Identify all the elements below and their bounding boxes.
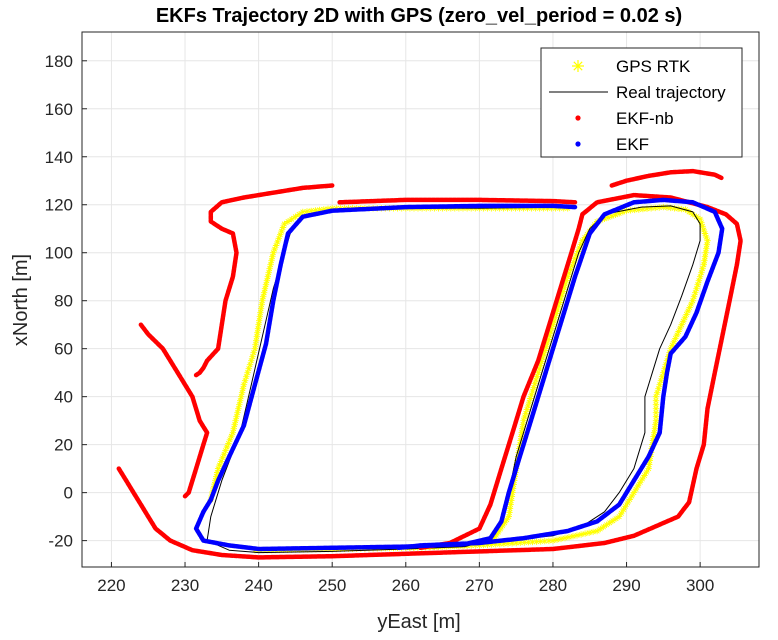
y-tick-label: 40 bbox=[54, 388, 73, 407]
x-tick-label: 300 bbox=[686, 576, 714, 595]
legend-label: Real trajectory bbox=[616, 83, 726, 102]
legend-item: EKF bbox=[575, 135, 649, 154]
plot-frame bbox=[81, 31, 760, 568]
x-tick-label: 230 bbox=[171, 576, 199, 595]
y-tick-label: 100 bbox=[45, 244, 73, 263]
y-tick-label: 160 bbox=[45, 100, 73, 119]
y-tick-label: 120 bbox=[45, 196, 73, 215]
legend-item: Real trajectory bbox=[549, 83, 726, 102]
x-tick-label: 290 bbox=[612, 576, 640, 595]
x-tick-label: 220 bbox=[97, 576, 125, 595]
y-tick-label: 140 bbox=[45, 148, 73, 167]
x-axis-label: yEast [m] bbox=[377, 611, 460, 633]
x-tick-label: 280 bbox=[539, 576, 567, 595]
legend-label: GPS RTK bbox=[616, 57, 691, 76]
y-axis-label: xNorth [m] bbox=[10, 254, 32, 346]
legend: GPS RTK Real trajectory EKF-nb EKF bbox=[540, 47, 743, 158]
legend-swatch bbox=[575, 141, 581, 147]
x-tick-label: 240 bbox=[244, 576, 272, 595]
y-tick-label: -20 bbox=[48, 532, 73, 551]
x-tick-label: 260 bbox=[392, 576, 420, 595]
data-layer bbox=[116, 168, 743, 560]
series-dots bbox=[609, 168, 725, 188]
legend-item: EKF-nb bbox=[575, 109, 674, 128]
y-tick-label: 20 bbox=[54, 436, 73, 455]
y-tick-label: 0 bbox=[64, 484, 73, 503]
x-tick-label: 250 bbox=[318, 576, 346, 595]
series-dots bbox=[193, 183, 335, 378]
series-dots bbox=[208, 203, 578, 503]
series-dots bbox=[138, 322, 210, 499]
x-tick-label: 270 bbox=[465, 576, 493, 595]
y-tick-label: 180 bbox=[45, 52, 73, 71]
series-dots bbox=[193, 197, 725, 552]
series-ekf-nb bbox=[116, 168, 743, 560]
legend-label: EKF bbox=[616, 135, 649, 154]
legend-label: EKF-nb bbox=[616, 109, 674, 128]
series-dots bbox=[337, 197, 578, 205]
legend-item: GPS RTK bbox=[572, 57, 691, 76]
chart-title: EKFs Trajectory 2D with GPS (zero_vel_pe… bbox=[156, 5, 682, 27]
tick-labels: 220 230 240 250 260 270 280 290 300 -20 0 20 40 60 80 1… bbox=[45, 52, 715, 595]
y-tick-label: 80 bbox=[54, 292, 73, 311]
legend-swatch bbox=[572, 60, 584, 72]
series-dots bbox=[116, 192, 743, 560]
y-tick-label: 60 bbox=[54, 340, 73, 359]
series-ekf bbox=[193, 197, 725, 552]
legend-swatch bbox=[575, 115, 581, 121]
